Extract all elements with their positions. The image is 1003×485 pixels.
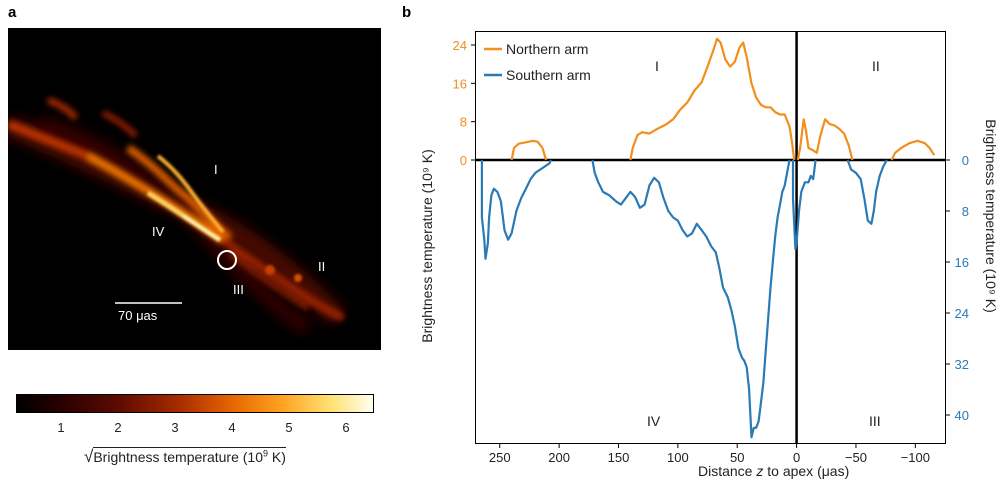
colorbar-tick: 1 — [57, 420, 65, 435]
colorbar-label-sup: 9 — [262, 448, 268, 459]
y-left-tick-label: 24 — [453, 38, 467, 53]
region-label-III: III — [233, 282, 244, 297]
panel-letter-a: a — [8, 4, 17, 21]
colorbar — [16, 394, 374, 413]
x-tick-label: 250 — [489, 450, 511, 465]
northern-arm-line — [796, 118, 854, 161]
y-right-tick-label: 16 — [955, 255, 969, 270]
southern-arm-line — [791, 159, 817, 251]
x-axis-label: Distance z to apex (μas) — [698, 463, 849, 479]
colorbar-tick: 4 — [228, 420, 236, 435]
brightness-image: I II III IV 70 μas — [8, 28, 381, 350]
chart-region-label-III: III — [869, 413, 881, 429]
legend-label-northern: Northern arm — [506, 41, 588, 57]
profile-chart-svg: 250 200 150 100 50 0 −50 −100 0 8 16 24 0 8 16 24 32 40 N… — [419, 31, 999, 479]
sqrt-symbol: √ — [84, 447, 94, 466]
chart-region-label-I: I — [655, 58, 659, 74]
x-tick-label: 200 — [548, 450, 570, 465]
x-tick-label: −100 — [901, 450, 930, 465]
colorbar-label-text: Brightness temperature (10 — [93, 449, 263, 465]
y-right-tick-label: 0 — [962, 153, 969, 168]
y-right-tick-label: 32 — [955, 357, 969, 372]
colorbar-tick: 3 — [171, 420, 179, 435]
panel-letter-b: b — [402, 4, 412, 21]
x-tick-label: −50 — [845, 450, 867, 465]
x-tick-label: 150 — [608, 450, 630, 465]
y-right-tick-label: 24 — [955, 306, 969, 321]
legend-label-southern: Southern arm — [506, 67, 591, 83]
apex-marker — [217, 250, 237, 270]
y-left-tick-label: 0 — [460, 153, 467, 168]
chart-region-label-II: II — [872, 58, 880, 74]
region-label-I: I — [214, 162, 218, 177]
southern-arm-line — [591, 159, 791, 439]
y-left-tick-label: 8 — [460, 115, 467, 130]
x-tick-label: 0 — [793, 450, 800, 465]
x-tick-label: 100 — [667, 450, 689, 465]
y-left-tick-label: 16 — [453, 76, 467, 91]
colorbar-label-tail: K) — [268, 449, 286, 465]
scale-bar-label: 70 μas — [118, 308, 158, 323]
colorbar-tick: 5 — [285, 420, 293, 435]
southern-arm-line — [480, 159, 552, 260]
colorbar-tick: 6 — [342, 420, 350, 435]
plot-frame — [475, 31, 946, 444]
x-tick-label: 50 — [730, 450, 744, 465]
y-axis-label-right: Brightness temperature (10⁹ K) — [983, 119, 999, 313]
colorbar-tick: 2 — [114, 420, 122, 435]
northern-arm-line — [629, 37, 796, 161]
y-right-tick-label: 40 — [955, 408, 969, 423]
colorbar-label: √Brightness temperature (109 K) — [84, 447, 286, 467]
northern-arm-line — [890, 139, 936, 161]
y-right-tick-label: 8 — [962, 204, 969, 219]
southern-arm-line — [846, 159, 888, 225]
jet-image-graphic — [8, 96, 346, 336]
region-label-IV: IV — [152, 224, 165, 239]
chart-region-label-IV: IV — [647, 413, 661, 429]
northern-arm-line — [510, 139, 548, 161]
y-axis-label-left: Brightness temperature (10⁹ K) — [419, 149, 435, 343]
region-label-II: II — [318, 259, 326, 274]
profile-chart: 250 200 150 100 50 0 −50 −100 0 8 16 24 0 8 16 24 32 40 N… — [400, 0, 1003, 480]
